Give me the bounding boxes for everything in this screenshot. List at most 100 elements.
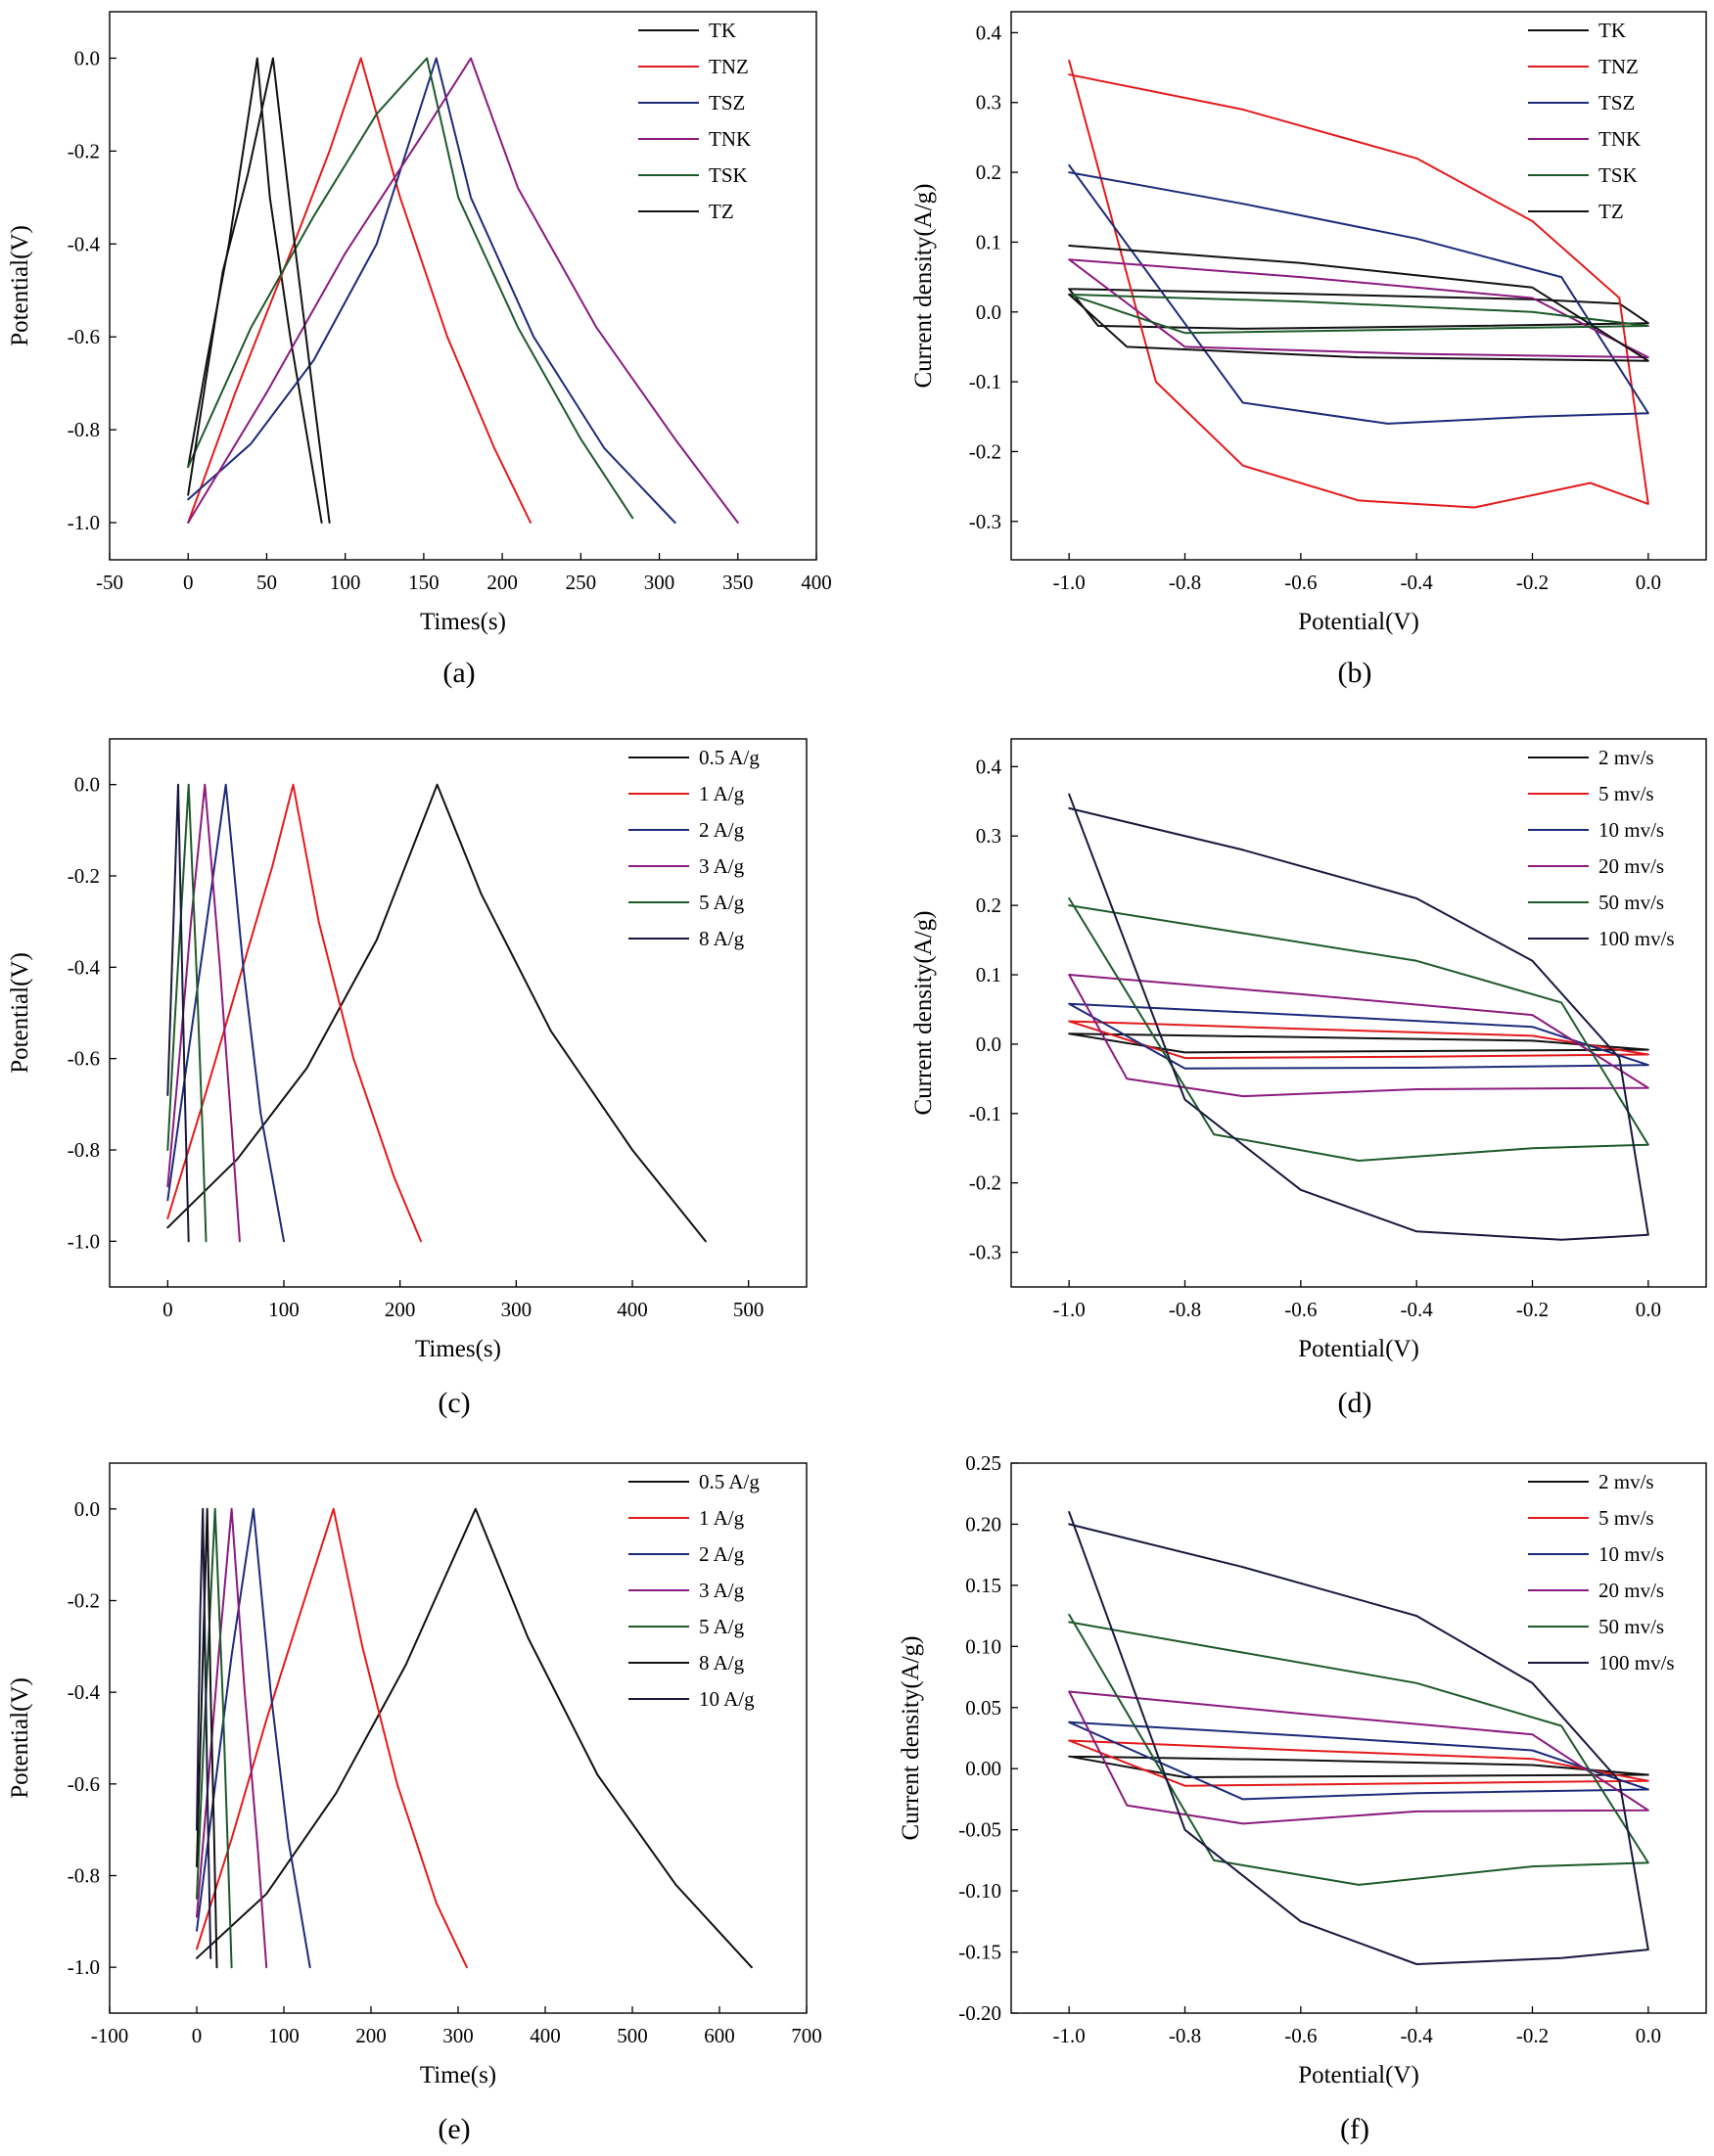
x-tick-label: -0.4 [1401,571,1434,594]
y-tick-label: -0.8 [68,1864,100,1888]
legend-entry: 5 A/g [699,1615,745,1638]
series-line-tz [187,57,331,524]
series-line-2-mv-s [1068,1755,1649,1778]
y-tick-label: 0.1 [976,963,1001,986]
legend-entry: TZ [709,200,734,223]
legend-entry: 5 mv/s [1598,1506,1654,1530]
y-tick-label: -0.4 [68,955,101,979]
y-tick-label: 0.4 [976,755,1002,778]
y-tick-label: 0.0 [74,773,100,797]
plot-frame [1010,1462,1707,2014]
legend-entry: 100 mv/s [1598,1651,1675,1674]
y-tick-label: -1.0 [68,511,100,534]
x-tick-label: -0.2 [1516,1298,1549,1321]
legend-entry: 20 mv/s [1598,854,1664,878]
series-line-tnz [187,57,532,524]
y-tick-label: -0.2 [68,1589,100,1613]
legend-entry: TZ [1598,200,1624,223]
panel-label: (a) [442,657,475,689]
legend-entry: 8 A/g [699,1651,745,1674]
panel-label: (f) [1340,2113,1369,2145]
x-tick-label: -0.8 [1169,2024,1201,2047]
x-tick-label: 600 [704,2024,735,2047]
panel-label: (e) [438,2113,470,2145]
x-tick-label: 0.0 [1636,1298,1661,1321]
y-tick-label: -0.3 [969,510,1001,533]
x-tick-label: -0.6 [1284,2024,1317,2047]
y-tick-label: -1.0 [68,1955,100,1979]
panel-label: (b) [1338,657,1372,689]
x-tick-label: 100 [268,2024,300,2047]
x-tick-label: -0.2 [1516,2024,1549,2047]
legend-entry: 1 A/g [699,782,745,805]
y-tick-label: 0.2 [976,161,1001,184]
series-line-0-5-a-g [196,1507,753,1969]
legend-entry: TSK [709,163,748,187]
panel-e-chart: -100 0 100 200 300 400 500 600 700 0.0 -0.2 -0.4 -0.… [7,1462,822,2145]
series-line-0-5-a-g [166,783,707,1243]
legend-entry: TSZ [709,91,745,115]
x-tick-label: 100 [268,1298,300,1321]
panel-b-chart: -1.0 -0.8 -0.6 -0.4 -0.2 0.0 0.4 0.3 0.2 0.1 0.0 -0… [910,11,1707,689]
legend-entry: TNK [1598,127,1641,151]
x-tick-label: 0 [192,2024,203,2047]
y-tick-label: 0.05 [965,1696,1001,1720]
x-tick-label: 200 [355,2024,387,2047]
series-line-10-a-g [196,1507,212,1959]
y-tick-label: 0.0 [74,46,100,69]
legend-entry: TNK [709,127,751,151]
series-line-tsk [187,57,634,520]
x-axis-label: Time(s) [420,2062,496,2088]
series-line-2-a-g [196,1507,311,1969]
series-line-10-mv-s [1068,1002,1649,1070]
series-line-50-mv-s [1068,1613,1649,1886]
x-tick-label: -0.8 [1169,571,1201,594]
legend-entry: 50 mv/s [1598,1615,1664,1638]
x-tick-label: 400 [617,1298,648,1321]
x-tick-label: 250 [566,571,597,594]
y-tick-label: -0.1 [969,370,1001,393]
panel-label: (d) [1338,1387,1372,1419]
y-tick-label: 0.2 [976,894,1001,917]
x-axis-label: Potential(V) [1298,2062,1419,2088]
legend-entry: 8 A/g [699,927,745,950]
y-tick-label: 0.10 [965,1634,1001,1658]
series-line-tsz [1068,163,1649,425]
y-tick-label: 0.0 [74,1497,100,1521]
x-tick-label: 200 [486,571,518,594]
legend-entry: 3 A/g [699,1579,745,1602]
y-tick-label: 0.0 [976,300,1001,324]
plot-frame [109,738,808,1288]
series-line-1-a-g [166,783,422,1243]
x-tick-label: -0.2 [1516,571,1549,594]
x-tick-label: 500 [617,2024,648,2047]
x-axis-label: Times(s) [415,1336,501,1362]
series-line-tk [1068,288,1649,330]
x-tick-label: 50 [256,571,277,594]
y-tick-label: -0.6 [68,1047,100,1071]
legend-entry: TSZ [1598,91,1635,115]
y-tick-label: 0.20 [965,1512,1001,1536]
y-tick-label: -0.10 [958,1879,1001,1903]
x-tick-label: -0.4 [1401,1298,1434,1321]
legend-entry: 0.5 A/g [699,746,760,769]
y-tick-label: -0.20 [958,2001,1001,2025]
y-tick-label: 0.25 [965,1451,1001,1475]
x-tick-label: -50 [96,571,123,594]
legend-entry: 0.5 A/g [699,1470,760,1493]
legend-entry: 10 mv/s [1598,1542,1664,1566]
y-tick-label: -0.2 [969,1171,1001,1195]
x-tick-label: -1.0 [1053,571,1086,594]
x-tick-label: 0 [183,571,194,594]
x-tick-label: 200 [385,1298,416,1321]
x-tick-label: -0.6 [1284,1298,1317,1321]
y-tick-label: -0.05 [958,1818,1001,1842]
y-axis-label: Potential(V) [7,952,33,1074]
y-tick-label: -0.2 [969,439,1001,463]
legend-entry: 20 mv/s [1598,1579,1664,1602]
x-tick-label: -0.8 [1169,1298,1201,1321]
panel-c-chart: 0 100 200 300 400 500 0.0 -0.2 -0.4 -0.6 -0.8 -1.0 T… [7,738,808,1419]
legend-entry: 50 mv/s [1598,891,1664,914]
series-line-tnk [187,57,739,524]
